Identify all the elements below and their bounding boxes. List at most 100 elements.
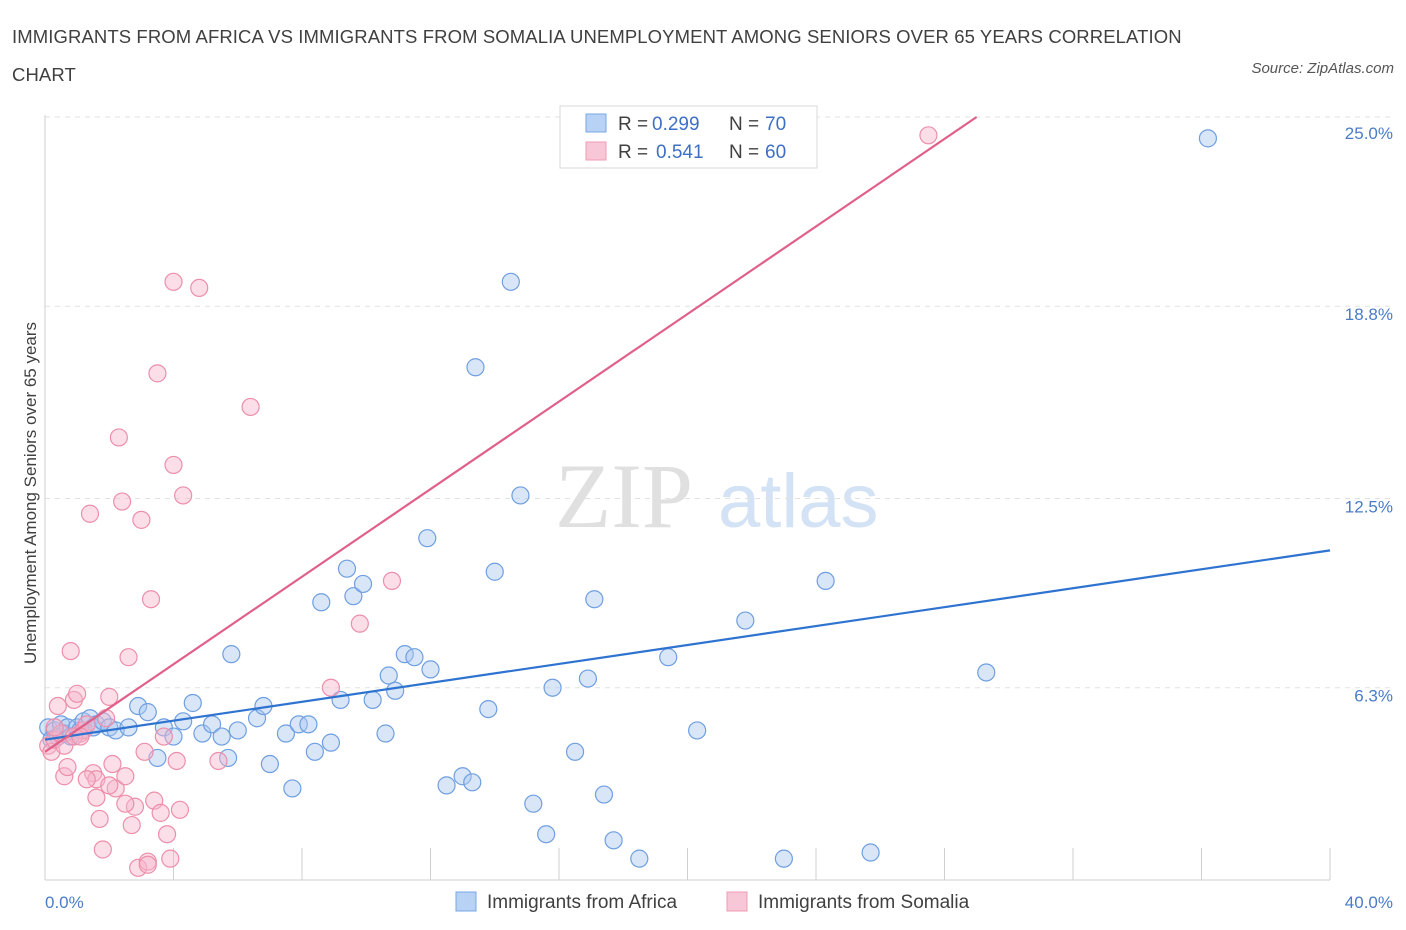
bottom-legend-africa: Immigrants from Africa	[487, 892, 677, 913]
africa-point-30	[228, 721, 247, 740]
africa-point-58	[485, 562, 504, 581]
somalia-point-58	[116, 794, 135, 813]
africa-point-74	[816, 571, 835, 591]
somalia-point-20	[103, 754, 122, 774]
somalia-point-46	[241, 397, 260, 417]
y-tick-label-0: 6.3%	[1354, 687, 1393, 706]
somalia-point-16	[90, 809, 109, 829]
africa-point-27	[212, 727, 231, 746]
africa-point-37	[299, 715, 318, 734]
africa-point-44	[353, 574, 373, 594]
somalia-point-40	[167, 751, 186, 771]
africa-point-29	[222, 645, 241, 664]
somalia-point-17	[93, 840, 112, 859]
somalia-point-38	[161, 849, 180, 868]
africa-point-65	[578, 669, 598, 688]
africa-point-70	[659, 648, 678, 667]
somalia-point-37	[157, 825, 177, 844]
somalia-point-45	[209, 751, 228, 771]
bottom-legend-somalia: Immigrants from Somalia	[758, 892, 970, 913]
somalia-point-49	[382, 571, 402, 591]
somalia-point-19	[100, 687, 119, 706]
axes	[44, 115, 1331, 881]
trendlines	[44, 116, 1331, 753]
africa-point-23	[174, 712, 193, 731]
bottom-legend: Immigrants from Africa Immigrants from S…	[455, 891, 970, 913]
somalia-point-43	[164, 272, 183, 291]
somalia-point-50	[919, 126, 938, 145]
africa-point-25	[193, 724, 212, 743]
africa-point-40	[321, 733, 341, 752]
africa-point-55	[463, 773, 482, 792]
legend-swatch-africa	[585, 113, 607, 133]
africa-point-38	[305, 742, 324, 761]
somalia-point-41	[170, 800, 190, 819]
africa-point-75	[861, 843, 880, 862]
africa-point-48	[386, 681, 405, 700]
africa-point-45	[363, 690, 382, 710]
africa-point-53	[437, 776, 456, 795]
africa-point-63	[543, 678, 562, 697]
watermark-zip: ZIP	[555, 445, 693, 547]
y-axis-label: Unemployment Among Seniors over 65 years	[21, 322, 40, 664]
somalia-point-35	[151, 803, 170, 822]
somalia-point-59	[138, 855, 157, 874]
africa-point-59	[501, 272, 520, 291]
legend-r-africa: 0.299	[652, 114, 700, 135]
somalia-point-57	[100, 776, 119, 795]
africa-point-76	[977, 663, 996, 682]
y-tick-label-3: 25.0%	[1345, 124, 1393, 143]
somalia-point-56	[87, 788, 106, 807]
africa-point-18	[129, 696, 148, 716]
africa-point-71	[688, 721, 707, 740]
africa-point-24	[183, 693, 202, 713]
trendline-africa	[44, 549, 1331, 741]
somalia-point-26	[122, 815, 141, 835]
africa-point-66	[585, 590, 604, 609]
africa-point-72	[736, 611, 755, 630]
africa-point-35	[283, 779, 302, 798]
africa-point-33	[260, 754, 279, 774]
somalia-point-51	[45, 718, 64, 737]
somalia-point-13	[80, 504, 100, 523]
y-tick-label-2: 18.8%	[1345, 305, 1393, 324]
somalia-point-34	[148, 364, 167, 383]
africa-point-22	[164, 727, 183, 746]
africa-point-61	[524, 794, 543, 813]
somalia-point-6	[58, 757, 77, 777]
somalia-point-36	[154, 727, 173, 746]
africa-point-47	[379, 666, 398, 685]
somalia-point-32	[141, 590, 161, 609]
africa-point-50	[405, 648, 424, 667]
africa-point-51	[418, 529, 437, 548]
legend-n-africa: 70	[765, 114, 786, 135]
africa-point-46	[376, 724, 395, 743]
somalia-point-7	[61, 641, 80, 661]
bottom-legend-swatch-africa	[455, 891, 477, 912]
africa-point-67	[594, 785, 614, 804]
trendline-somalia	[44, 116, 978, 753]
bottom-legend-swatch-somalia	[726, 891, 748, 912]
somalia-point-3	[48, 696, 67, 716]
somalia-point-23	[112, 492, 132, 511]
africa-point-62	[537, 825, 556, 844]
somalia-point-25	[119, 648, 138, 667]
africa-point-54	[453, 767, 472, 786]
africa-point-19	[138, 703, 157, 722]
africa-point-52	[421, 660, 440, 679]
y-tick-labels: 6.3% 12.5% 18.8% 25.0%	[1345, 124, 1393, 706]
africa-point-60	[511, 486, 530, 505]
africa-point-57	[479, 699, 498, 719]
somalia-point-22	[109, 428, 128, 447]
watermark-atlas: atlas	[718, 459, 879, 544]
africa-point-56	[466, 358, 485, 377]
somalia-point-29	[132, 510, 151, 529]
chart-title: IMMIGRANTS FROM AFRICA VS IMMIGRANTS FRO…	[12, 26, 1182, 85]
y-tick-label-1: 12.5%	[1345, 498, 1393, 517]
somalia-point-44	[190, 278, 209, 298]
somalia-point-47	[321, 678, 341, 697]
legend-r-label-somalia: R =	[618, 142, 648, 163]
africa-point-43	[344, 587, 363, 606]
africa-point-64	[565, 742, 585, 761]
africa-point-39	[312, 593, 331, 612]
